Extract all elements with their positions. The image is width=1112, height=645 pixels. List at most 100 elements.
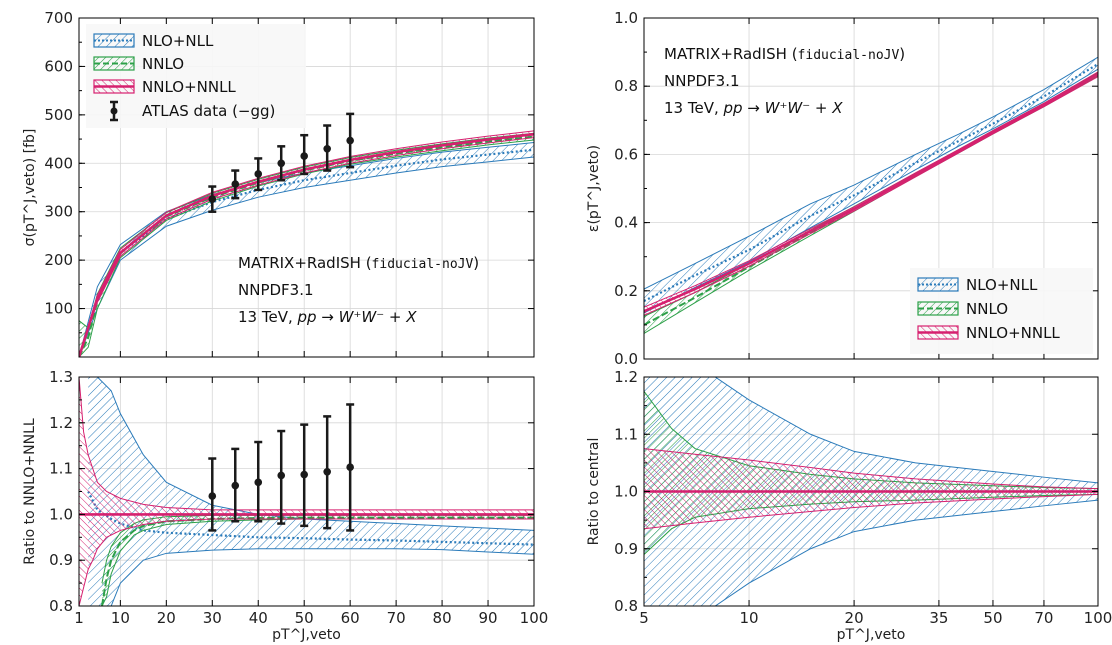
panel-ratio-nnlo-nnll: 1 10 20 30 40 50 60 70 80 90 100 0.8 0.9 1.0 1.1 1.2 1.3… (22, 368, 548, 643)
band-lower-nnlo-nnll (79, 518, 534, 606)
y-tick-label: 1.1 (49, 460, 73, 478)
data-point (231, 481, 240, 490)
y-tick-label: 100 (44, 300, 73, 318)
ticks-bottom-right: 5 10 20 35 50 70 100 0.8 0.9 1.0 1.1 1.2 (614, 368, 1112, 627)
plot-area-bottom-left (79, 377, 534, 606)
x-tick-label: 35 (929, 609, 948, 627)
legend-label-nlo-nll-right: NLO+NLL (966, 276, 1038, 294)
annotation-process-right: 13 TeV, pp → W⁺W⁻ + X (664, 99, 843, 117)
x-tick-label: 20 (845, 609, 864, 627)
y-tick-label: 0.6 (614, 145, 638, 163)
x-tick-label: 1 (74, 609, 84, 627)
x-tick-label: 70 (1034, 609, 1053, 627)
x-tick-label: 100 (1084, 609, 1112, 627)
y-tick-label: 400 (44, 154, 73, 172)
band-lower-nnlo-nnll (644, 76, 1098, 316)
x-tick-label: 40 (249, 609, 268, 627)
annotation-process: 13 TeV, pp → W⁺W⁻ + X (238, 308, 417, 326)
band-upper-nnlo-nnll (644, 448, 1098, 490)
y-axis-label-top-left: σ(pT^J,veto) [fb] (22, 129, 38, 247)
plot-area-top-left (79, 112, 534, 357)
data-point (254, 170, 263, 178)
legend-label-nnlo-nnll-right: NNLO+NNLL (966, 324, 1060, 342)
x-tick-label: 10 (739, 609, 758, 627)
annotation-top-left: MATRIX+RadISH (fiducial-noJV) NNPDF3.1 1… (238, 254, 479, 326)
x-tick-label: 50 (295, 609, 314, 627)
data-point (277, 471, 286, 480)
x-axis-label-bottom-left: pT^J,veto (272, 627, 341, 643)
plot-area-bottom-right (644, 377, 1098, 606)
legend-top-right: NLO+NLL NNLO NNLO+NNLL (910, 268, 1093, 354)
y-tick-label: 1.2 (614, 368, 638, 386)
y-tick-label: 0.8 (614, 77, 638, 95)
band-lower-nlo-nll (644, 499, 1098, 606)
data-point (323, 144, 331, 153)
band-nnlo-nnll (644, 448, 1098, 529)
legend-label-nnlo-nnll: NNLO+NNLL (142, 78, 236, 96)
data-point (346, 463, 354, 472)
ticks-top-left: 100 200 300 400 500 600 700 (44, 9, 535, 358)
central-nlo-nll (87, 491, 534, 546)
x-tick-label: 100 (520, 609, 549, 627)
y-tick-label: 0.8 (49, 597, 73, 615)
data-point (300, 152, 309, 160)
annotation-generator-right: MATRIX+RadISH (fiducial-noJV) (664, 45, 905, 63)
x-tick-label: 30 (203, 609, 222, 627)
data-point (208, 492, 217, 500)
panel-ratio-central: 5 10 20 35 50 70 100 0.8 0.9 1.0 1.1 1.2 Ratio to ce… (586, 368, 1112, 643)
band-lower-nlo-nll (79, 156, 534, 357)
legend-label-data: ATLAS data (−gg) (142, 102, 275, 120)
x-tick-label: 10 (111, 609, 130, 627)
y-tick-label: 1.0 (49, 505, 73, 523)
central-nnlo-nnll (644, 73, 1098, 313)
x-tick-label: 90 (478, 609, 497, 627)
x-tick-label: 50 (983, 609, 1002, 627)
y-axis-label-bottom-left: Ratio to NNLO+NNLL (22, 418, 38, 565)
y-tick-label: 1.0 (614, 483, 638, 501)
x-tick-label: 80 (433, 609, 452, 627)
band-upper-nlo-nll (644, 56, 1098, 290)
data-point (346, 136, 354, 145)
band-upper-nlo-nll (644, 377, 1098, 484)
panel-efficiency: 0.0 0.2 0.4 0.6 0.8 1.0 ε(pT^J,veto) (586, 9, 1099, 368)
y-tick-label: 0.2 (614, 282, 638, 300)
y-axis-label-top-right: ε(pT^J,veto) (586, 145, 602, 232)
y-axis-label-bottom-right: Ratio to central (586, 438, 602, 546)
band-nlo-nll (644, 57, 1098, 313)
y-tick-label: 1.3 (49, 368, 73, 386)
y-tick-label: 0.4 (614, 214, 638, 232)
x-tick-label: 5 (639, 609, 649, 627)
band-upper-nnlo-nnll (644, 71, 1098, 308)
y-tick-label: 1.0 (614, 9, 638, 27)
legend-label-nlo-nll: NLO+NLL (142, 32, 214, 50)
y-tick-label: 600 (44, 57, 73, 75)
annotation-top-right: MATRIX+RadISH (fiducial-noJV) NNPDF3.1 1… (664, 45, 905, 117)
band-upper-nnlo-nnll (79, 377, 534, 511)
legend-top-left: NLO+NLL NNLO NNLO+NNLL ATLAS data (−gg) (86, 24, 306, 128)
y-tick-label: 500 (44, 106, 73, 124)
band-lower-nlo-nll (88, 548, 534, 606)
data-point (254, 478, 263, 487)
central-nlo-nll (644, 63, 1098, 303)
band-lower-nnlo-nnll (644, 493, 1098, 530)
y-tick-label: 0.8 (614, 597, 638, 615)
data-point (208, 195, 217, 203)
legend-label-nnlo-right: NNLO (966, 300, 1008, 318)
series-atlas-data-gg (208, 112, 355, 213)
y-tick-label: 1.2 (49, 414, 73, 432)
x-tick-label: 60 (341, 609, 360, 627)
y-tick-label: 300 (44, 203, 73, 221)
series-atlas-data-gg (208, 403, 355, 532)
ticks-bottom-left: 1 10 20 30 40 50 60 70 80 90 100 0.8 0.9 1.0 1.1 1.2 1.3 (49, 368, 548, 627)
data-point (231, 180, 240, 188)
x-tick-label: 70 (387, 609, 406, 627)
x-axis-label-bottom-right: pT^J,veto (837, 627, 906, 643)
data-point (323, 468, 331, 476)
plot-area-top-right (644, 56, 1098, 334)
annotation-pdf: NNPDF3.1 (238, 281, 314, 299)
x-tick-label: 20 (157, 609, 176, 627)
y-tick-label: 0.9 (49, 551, 73, 569)
ticks-top-right: 0.0 0.2 0.4 0.6 0.8 1.0 (614, 9, 1099, 368)
annotation-generator: MATRIX+RadISH (fiducial-noJV) (238, 254, 479, 272)
